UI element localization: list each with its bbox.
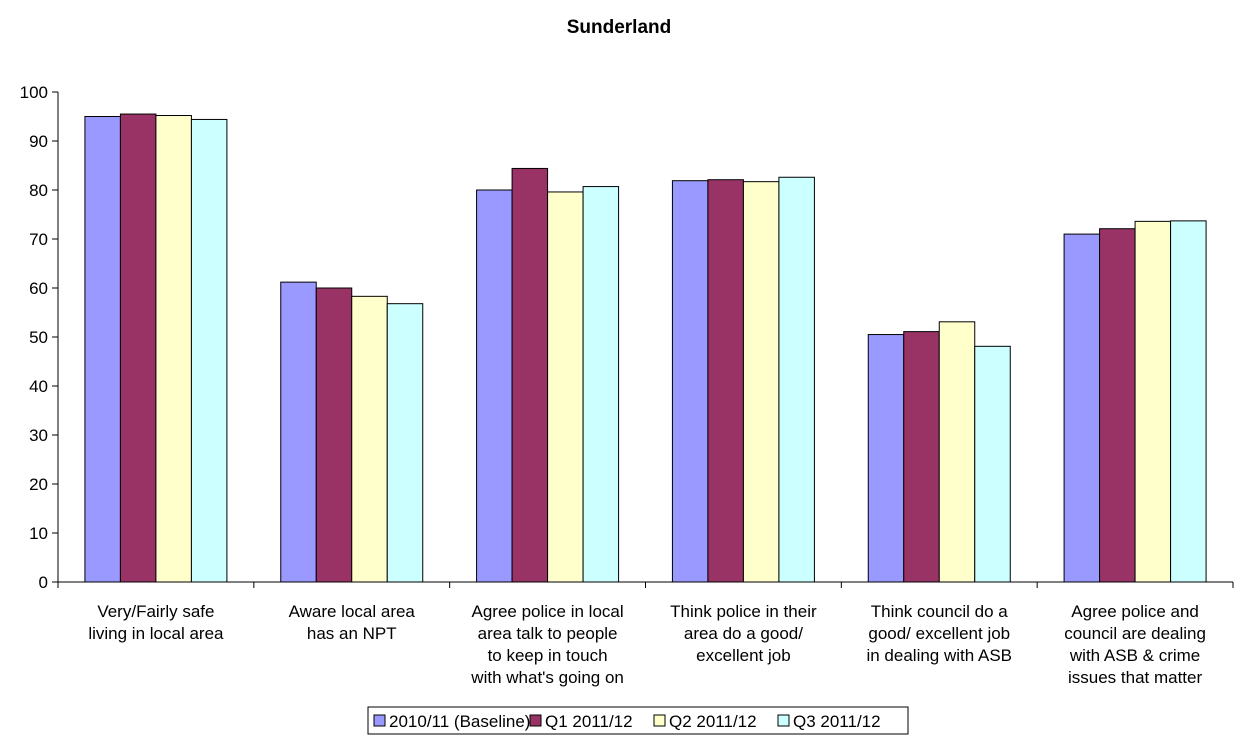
bar xyxy=(386,303,424,583)
legend-swatch xyxy=(373,714,386,727)
y-tick-label: 60 xyxy=(29,279,48,298)
legend: 2010/11 (Baseline) Q1 2011/12 Q2 2011/12 Q3… xyxy=(367,706,909,735)
bar xyxy=(1170,220,1207,583)
bar xyxy=(1134,220,1172,583)
axes: 0 10 20 30 40 50 60 70 80 90 100 xyxy=(20,83,1234,592)
x-category-label: Agree police and council are dealing with … xyxy=(1064,602,1206,687)
bar xyxy=(190,118,228,583)
bar xyxy=(778,176,815,583)
legend-label: 2010/11 (Baseline) xyxy=(389,712,530,731)
bar xyxy=(582,186,620,583)
y-tick-label: 30 xyxy=(29,426,48,445)
legend-box xyxy=(367,706,909,735)
bar xyxy=(671,180,709,583)
bar xyxy=(707,179,744,583)
legend-label: Q3 2011/12 xyxy=(793,712,881,731)
x-category-label: Aware local area has an NPT xyxy=(289,602,416,643)
bar xyxy=(903,331,940,583)
bar xyxy=(476,189,513,583)
bar xyxy=(119,113,157,583)
y-tick-label: 80 xyxy=(29,181,48,200)
x-category-label: Think council do a good/ excellent job in … xyxy=(866,602,1012,665)
y-tick-label: 50 xyxy=(29,328,48,347)
x-category-label: Think police in their area do a good/exce… xyxy=(670,602,817,665)
bar xyxy=(974,345,1011,583)
y-tick-label: 20 xyxy=(29,475,48,494)
x-category-label: Very/Fairly safe living in local area xyxy=(88,602,224,643)
bar xyxy=(351,295,388,583)
y-tick-label: 90 xyxy=(29,132,48,151)
legend-swatch xyxy=(653,714,666,727)
bar xyxy=(315,287,353,583)
y-tick-label: 100 xyxy=(20,83,48,102)
y-tick-label: 40 xyxy=(29,377,48,396)
bar xyxy=(938,321,976,583)
legend-label: Q1 2011/12 xyxy=(545,712,633,731)
category-labels: Very/Fairly safe living in local area Awar… xyxy=(88,602,1206,687)
bar xyxy=(155,115,192,583)
legend-label: Q2 2011/12 xyxy=(669,712,757,731)
y-tick-label: 0 xyxy=(39,573,48,592)
y-tick-label: 10 xyxy=(29,524,48,543)
bar xyxy=(867,334,905,583)
bars xyxy=(84,113,1207,583)
bar xyxy=(280,281,317,583)
bar xyxy=(84,116,121,583)
bar xyxy=(547,191,584,583)
bar xyxy=(511,167,549,583)
legend-swatch xyxy=(777,714,790,727)
y-tick-label: 70 xyxy=(29,230,48,249)
chart-title: Sunderland xyxy=(567,17,672,38)
bar xyxy=(1063,233,1101,583)
x-category-label: Agree police in local area talk to people… xyxy=(470,602,624,687)
bar xyxy=(742,181,780,583)
legend-swatch xyxy=(529,714,542,727)
bar xyxy=(1099,228,1136,583)
